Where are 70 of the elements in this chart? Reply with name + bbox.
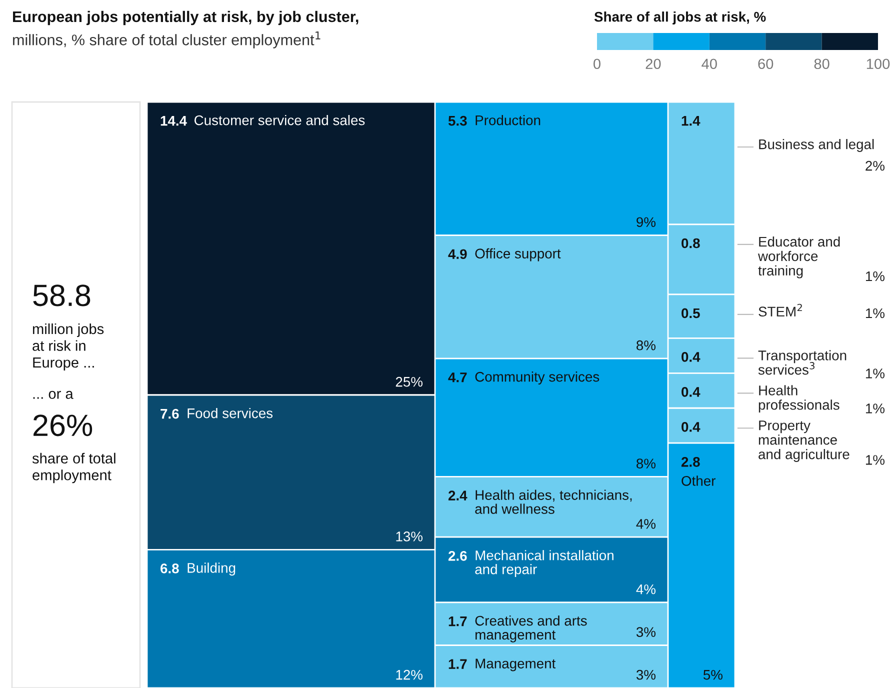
data-label: 0.4 [682, 352, 700, 362]
text: 8% [636, 458, 656, 468]
text: 1% [866, 455, 885, 465]
category-label: Food services [188, 408, 273, 418]
text: millions, % share of total cluster employment$^{1}$ [13, 32, 320, 48]
category-label: Office support [475, 248, 561, 262]
text: 25% [396, 376, 423, 387]
text: 12% [396, 670, 423, 680]
text: 1% [866, 368, 885, 378]
data-label: 7.6 [160, 408, 179, 419]
text: 9% [636, 217, 656, 228]
chart-title: Share of all jobs at risk, % [594, 12, 766, 24]
category-label: Building [188, 562, 236, 576]
x-tick-label: 60 [758, 58, 774, 70]
category-label: Management [476, 658, 556, 672]
x-tick-label: 80 [814, 58, 830, 70]
bar [822, 33, 878, 50]
data-label: 5.3 [448, 116, 467, 126]
data-label: 14.4 [160, 116, 187, 126]
text: 2% [866, 160, 885, 171]
text: 13% [396, 532, 423, 542]
text: 4% [636, 519, 656, 529]
data-label: 0.5 [682, 308, 700, 318]
x-tick-label: 40 [702, 58, 717, 70]
bar [597, 33, 654, 50]
bar [709, 33, 766, 50]
text: 26% [34, 414, 92, 436]
bar [766, 33, 822, 50]
data-label: 4.7 [448, 372, 467, 382]
x-tick-label: 0 [594, 58, 600, 70]
category-label: Business and legal [759, 139, 874, 152]
text: 58.8 [33, 284, 90, 306]
text: 4% [636, 584, 656, 594]
data-label: 2.4 [448, 490, 468, 500]
text: 1% [866, 404, 885, 414]
data-label: 0.4 [682, 387, 700, 397]
text: 5% [703, 670, 723, 680]
text: share of total employment [32, 452, 116, 484]
bar [653, 33, 710, 50]
text: 1% [866, 308, 885, 318]
text: ... or a [33, 390, 74, 399]
category-label: Production [476, 115, 540, 126]
category-label: Mechanical installation and repair [475, 550, 614, 577]
category-label: Property maintenance and agriculture [758, 420, 850, 462]
category-label: STEM$^{2}$ [758, 304, 802, 317]
text: 1% [866, 271, 885, 282]
x-tick-label: 20 [646, 58, 661, 70]
category-label: Educator and workforce training [758, 236, 840, 278]
category-label: Community services [475, 372, 600, 384]
data-label: 2.6 [448, 550, 467, 561]
data-label: 4.9 [448, 249, 467, 260]
data-label: 1.7 [448, 616, 467, 626]
text: 3% [636, 627, 656, 637]
data-label: 6.8 [160, 564, 179, 574]
text: 3% [636, 670, 656, 680]
data-label: 0.8 [682, 238, 700, 248]
text: 8% [636, 340, 656, 350]
category-label: Health professionals [758, 385, 840, 413]
text: million jobs at risk in Europe ... [32, 323, 104, 371]
data-label: 2.8 [681, 457, 700, 467]
category-label: Other [682, 476, 716, 486]
x-tick-label: 100 [866, 58, 890, 70]
category-label: Creatives and arts management [475, 615, 587, 642]
data-label: 0.4 [682, 422, 700, 432]
category-label: Health aides, technicians, and wellness [475, 490, 632, 514]
text: European jobs potentially at risk, by job cluster, [13, 10, 358, 26]
category-label: Customer service and sales [194, 115, 365, 126]
data-label: 1.4 [682, 116, 700, 126]
data-label: 1.7 [448, 659, 467, 669]
category-label: Transportation services$^{3}$ [758, 350, 846, 375]
